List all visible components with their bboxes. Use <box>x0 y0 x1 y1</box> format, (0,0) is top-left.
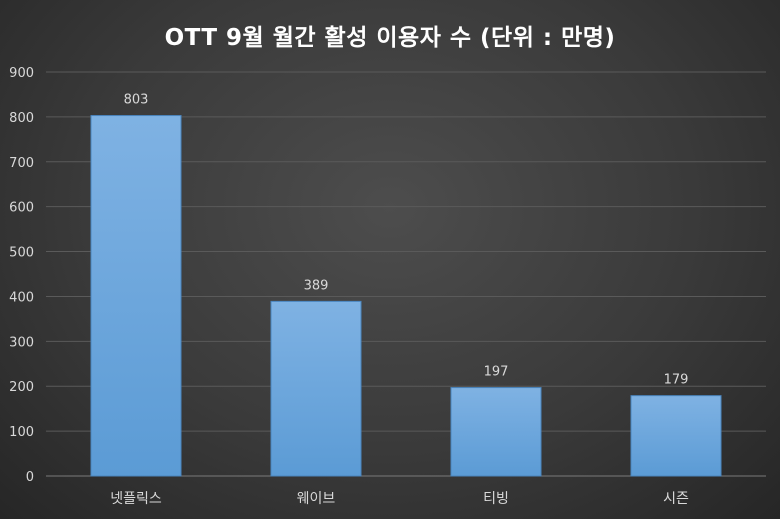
data-label: 179 <box>664 373 689 388</box>
category-label: 시즌 <box>663 491 689 507</box>
bar <box>630 395 722 477</box>
data-label: 389 <box>304 278 329 293</box>
y-tick-label: 300 <box>9 335 34 350</box>
y-tick-label: 700 <box>9 156 34 171</box>
y-tick-label: 900 <box>9 66 34 81</box>
y-tick-label: 0 <box>26 470 34 485</box>
category-label: 넷플릭스 <box>110 491 162 507</box>
bars <box>90 115 722 477</box>
y-tick-label: 200 <box>9 380 34 395</box>
bar <box>450 387 542 477</box>
labels: 0 100 200 300 400 500 600 700 800 900 803 넷플릭스 389 웨이… <box>9 66 689 507</box>
y-tick-label: 600 <box>9 201 34 216</box>
chart-title: OTT 9월 월간 활성 이용자 수 (단위 : 만명) <box>164 25 616 51</box>
category-label: 웨이브 <box>297 491 336 507</box>
data-label: 803 <box>124 93 149 108</box>
category-label: 티빙 <box>483 491 509 507</box>
y-tick-label: 100 <box>9 425 34 440</box>
y-tick-label: 500 <box>9 246 34 261</box>
y-tick-label: 400 <box>9 290 34 305</box>
bar <box>90 115 182 477</box>
data-label: 197 <box>484 365 509 380</box>
y-tick-label: 800 <box>9 111 34 126</box>
bar <box>270 300 362 477</box>
